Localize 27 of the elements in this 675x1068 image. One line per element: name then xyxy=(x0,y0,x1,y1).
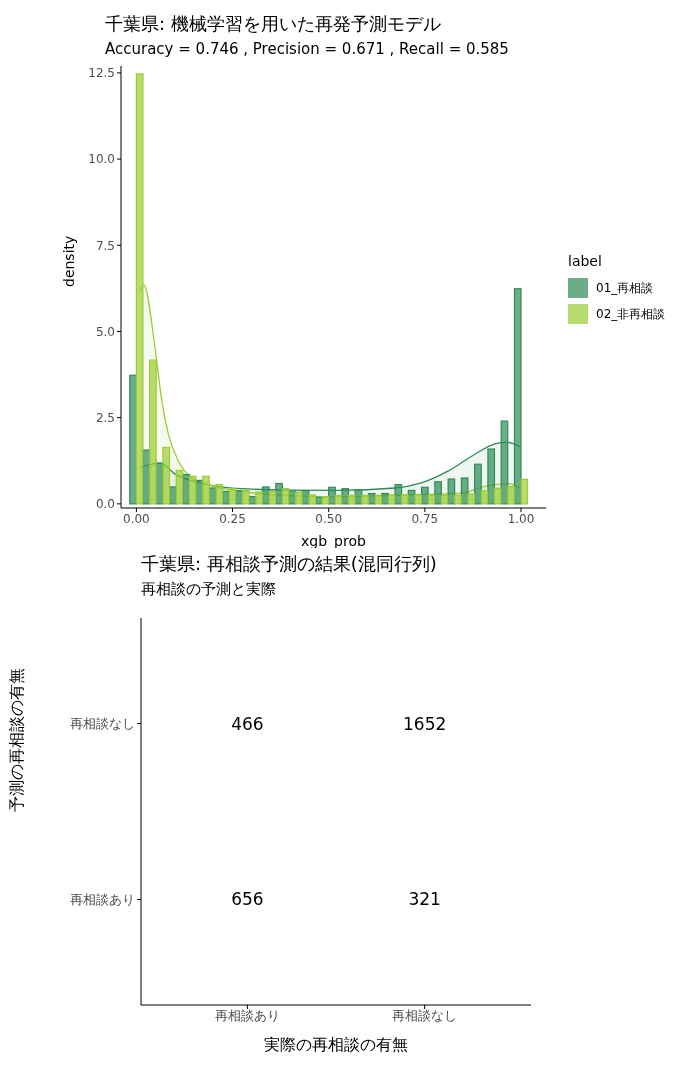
data-label: 466 xyxy=(231,713,264,734)
data-label: 656 xyxy=(231,889,264,910)
x-axis-title: 実際の再相談の有無 xyxy=(264,1035,408,1054)
y-tick-label: 7.5 xyxy=(95,238,115,253)
y-tick-label: 10.0 xyxy=(88,152,115,167)
x-tick-label: 0.50 xyxy=(315,511,343,526)
x-tick-label: 0.75 xyxy=(411,511,439,526)
y-tick-label: 2.5 xyxy=(95,410,115,425)
x-tick-label: 1.00 xyxy=(507,511,535,526)
data-label: 1652 xyxy=(403,713,447,734)
data-label: 321 xyxy=(408,889,441,910)
y-tick-label: 再相談なし xyxy=(70,716,135,732)
x-tick-label: 0.25 xyxy=(219,511,246,526)
chart-subtitle: Accuracy = 0.746 , Precision = 0.671 , Recall = 0.585 xyxy=(105,40,509,58)
y-tick-label: 再相談あり xyxy=(70,892,135,908)
y-axis-title: 予測の再相談の有無 xyxy=(6,667,26,812)
chart-title: 千葉県: 機械学習を用いた再発予測モデル xyxy=(105,12,442,36)
legend-label: 01_再相談 xyxy=(596,279,654,297)
legend-title: label xyxy=(568,253,603,269)
legend-label: 02_非再相談 xyxy=(596,305,666,323)
y-axis-title: density xyxy=(60,235,77,287)
chart-title: 千葉県: 再相談予測の結果(混同行列) xyxy=(141,552,437,576)
y-tick-label: 0.0 xyxy=(95,497,115,512)
y-tick-label: 12.5 xyxy=(88,66,115,81)
x-tick-label: 0.00 xyxy=(123,511,150,526)
y-tick-label: 5.0 xyxy=(95,324,115,339)
chart-subtitle: 再相談の予測と実際 xyxy=(141,580,277,599)
